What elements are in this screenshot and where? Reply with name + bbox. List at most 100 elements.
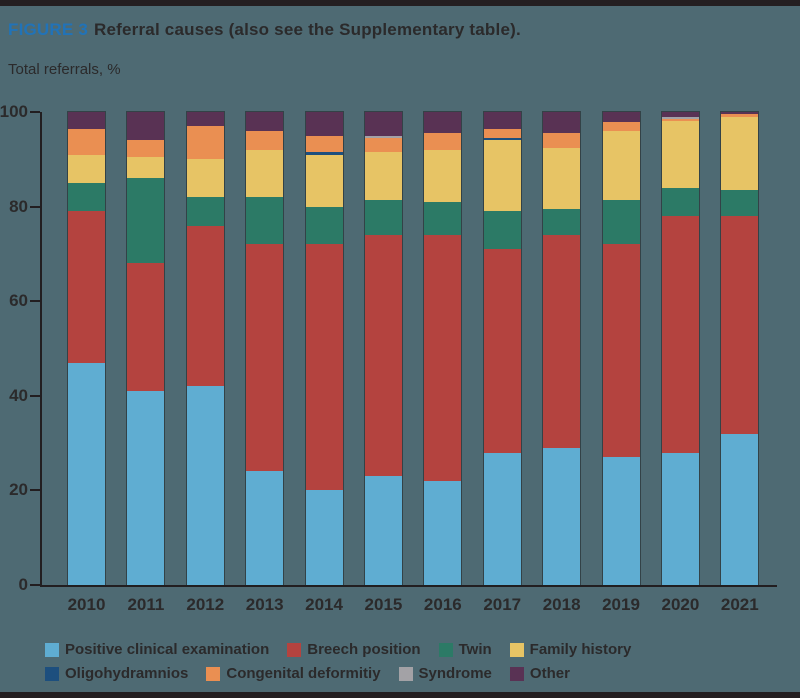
bar-segment [186, 126, 224, 160]
bar-segment [246, 471, 284, 585]
x-label-cell: 2020 [661, 595, 699, 615]
bar-segment [364, 152, 402, 200]
bar-2014 [305, 112, 343, 585]
bar-segment [127, 156, 165, 179]
x-label-cell: 2010 [67, 595, 106, 615]
bar-segment [364, 138, 402, 153]
x-label-cell: 2013 [245, 595, 284, 615]
x-tick-label-2017: 2017 [483, 595, 522, 614]
y-tick-label-40: 40 [9, 385, 28, 405]
bar-segment [127, 391, 165, 585]
figure-title: FIGURE 3 Referral causes (also see the Su… [8, 20, 521, 40]
bar-segment [543, 447, 581, 585]
figure-title-text: Referral causes (also see the Supplement… [94, 20, 521, 39]
bar-segment [483, 140, 521, 212]
bar-2018 [543, 112, 581, 585]
legend-item: Syndrome [398, 665, 492, 682]
bar-segment [127, 112, 165, 141]
y-axis-label: Total referrals, % [8, 61, 121, 78]
legend-label: Family history [529, 641, 632, 658]
y-tick-label-60: 60 [9, 291, 28, 311]
legend-swatch [438, 642, 453, 657]
bar-segment [186, 159, 224, 198]
bar-segment [364, 476, 402, 585]
y-tick-0 [30, 584, 40, 586]
bar-segment [246, 112, 284, 131]
x-label-cell: 2019 [602, 595, 640, 615]
bar-segment [661, 112, 699, 117]
legend-label: Congenital deformitiy [226, 665, 381, 682]
x-tick-label-2019: 2019 [602, 595, 640, 614]
x-label-cell: 2021 [721, 595, 759, 615]
bar-segment [602, 244, 640, 458]
bar-segment [68, 362, 105, 585]
bar-2010 [68, 112, 105, 585]
bar-segment [721, 114, 759, 117]
x-tick-label-2012: 2012 [186, 595, 225, 614]
x-tick-label-2013: 2013 [245, 595, 284, 614]
legend-row-1: Positive clinical examination Breech posi… [45, 641, 631, 658]
bar-segment [364, 112, 402, 136]
x-tick-label-2014: 2014 [305, 595, 343, 614]
legend-label: Positive clinical examination [65, 641, 270, 658]
bar-2020 [661, 112, 699, 585]
bar-segment [68, 112, 105, 129]
legend-item: Twin [438, 641, 492, 658]
bar-segment [721, 190, 759, 217]
bar-segment [246, 130, 284, 150]
bar-segment [246, 149, 284, 198]
x-label-cell: 2015 [364, 595, 403, 615]
figure-number-label: FIGURE 3 [8, 20, 89, 39]
bar-segment [186, 386, 224, 585]
bar-segment [424, 112, 462, 134]
bar-segment [364, 199, 402, 235]
bar-segment [661, 187, 699, 217]
y-tick-label-0: 0 [18, 575, 28, 594]
y-tick-label-100: 100 [0, 102, 28, 121]
legend-swatch [509, 666, 524, 681]
bar-segment [483, 452, 521, 585]
bar-segment [68, 182, 105, 212]
x-axis-labels: 2010 2011 2012 2013 2014 2015 2016 2017 2018 2019… [67, 595, 759, 615]
bar-segment [186, 225, 224, 387]
bar-segment [721, 112, 759, 115]
bar-segment [602, 121, 640, 131]
y-tick-20 [30, 489, 40, 492]
bar-segment [424, 480, 462, 585]
legend-swatch [287, 642, 302, 657]
bar-segment [483, 138, 521, 141]
y-tick-80 [30, 205, 40, 208]
bar-segment [543, 112, 581, 134]
legend-swatch [45, 666, 59, 681]
bar-segment [424, 149, 462, 202]
bar-2019 [602, 112, 640, 585]
x-tick-label-2018: 2018 [542, 595, 581, 614]
legend-item: Breech position [287, 641, 421, 658]
x-tick-label-2015: 2015 [364, 595, 403, 614]
bar-segment [305, 490, 343, 585]
legend-item: Positive clinical examination [45, 641, 269, 658]
bar-2017 [483, 112, 521, 585]
bar-segment [305, 244, 343, 491]
bar-segment [68, 211, 105, 363]
bar-segment [186, 197, 224, 226]
legend-item: Congenital deformitiy [206, 665, 381, 682]
x-label-cell: 2012 [186, 595, 225, 615]
chart-plot-area: 0 20 40 60 80 100 2010 2011 2012 2013 2014 2015 201… [0, 103, 777, 614]
x-label-cell: 2011 [127, 595, 164, 615]
bar-segment [364, 235, 402, 477]
x-label-cell: 2016 [424, 595, 462, 615]
bar-segment [68, 154, 105, 183]
bar-segment [424, 133, 462, 150]
bar-segment [602, 199, 640, 245]
bar-segment [127, 263, 165, 392]
bars-container [68, 112, 759, 585]
bar-segment [661, 116, 699, 120]
legend-swatch [509, 642, 524, 657]
bar-segment [483, 249, 521, 453]
x-label-cell: 2018 [542, 595, 581, 615]
x-label-cell: 2017 [483, 595, 522, 615]
x-tick-label-2010: 2010 [67, 595, 106, 614]
bar-segment [127, 140, 165, 157]
bar-2013 [246, 112, 284, 585]
